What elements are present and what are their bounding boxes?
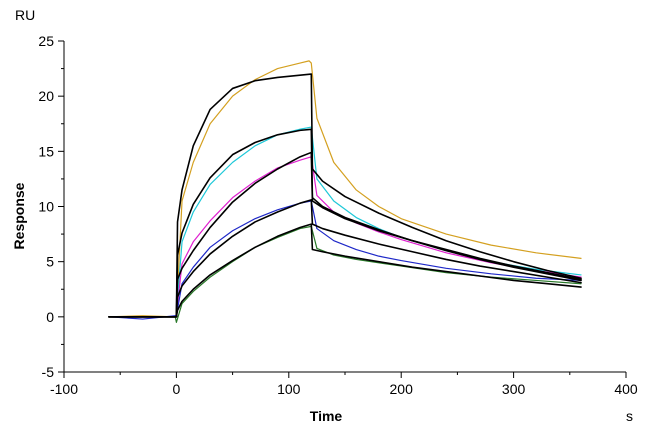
y-tick-label: 25 [38,33,54,49]
x-tick-label: 300 [502,381,526,397]
x-tick-label: 0 [173,381,181,397]
series-line-fit-5 [108,223,582,318]
y-unit-label: RU [15,7,35,23]
x-axis-title: Time [310,408,343,424]
axes [63,41,626,373]
series-group [108,60,582,323]
series-line-fit-1 [108,73,582,318]
x-tick-label: -100 [50,381,78,397]
tick-marks: -100 0 100 200 300 400 -5 0 5 10 15 20 25 [38,33,637,397]
series-line-measured-orange [108,60,582,318]
y-tick-label: 20 [38,88,54,104]
y-tick-label: 10 [38,199,54,215]
series-line-measured-green [108,225,582,323]
y-tick-label: 15 [38,143,54,159]
y-tick-label: -5 [42,364,55,380]
y-axis-title: Response [11,182,27,249]
y-tick-label: 0 [46,309,54,325]
x-unit-label: s [626,408,633,424]
series-line-fit-3 [108,151,582,318]
series-line-fit-4 [108,199,582,318]
x-tick-label: 400 [614,381,638,397]
series-line-fit-2 [108,128,582,318]
y-tick-label: 5 [46,254,54,270]
x-tick-label: 200 [390,381,414,397]
x-tick-label: 100 [277,381,301,397]
